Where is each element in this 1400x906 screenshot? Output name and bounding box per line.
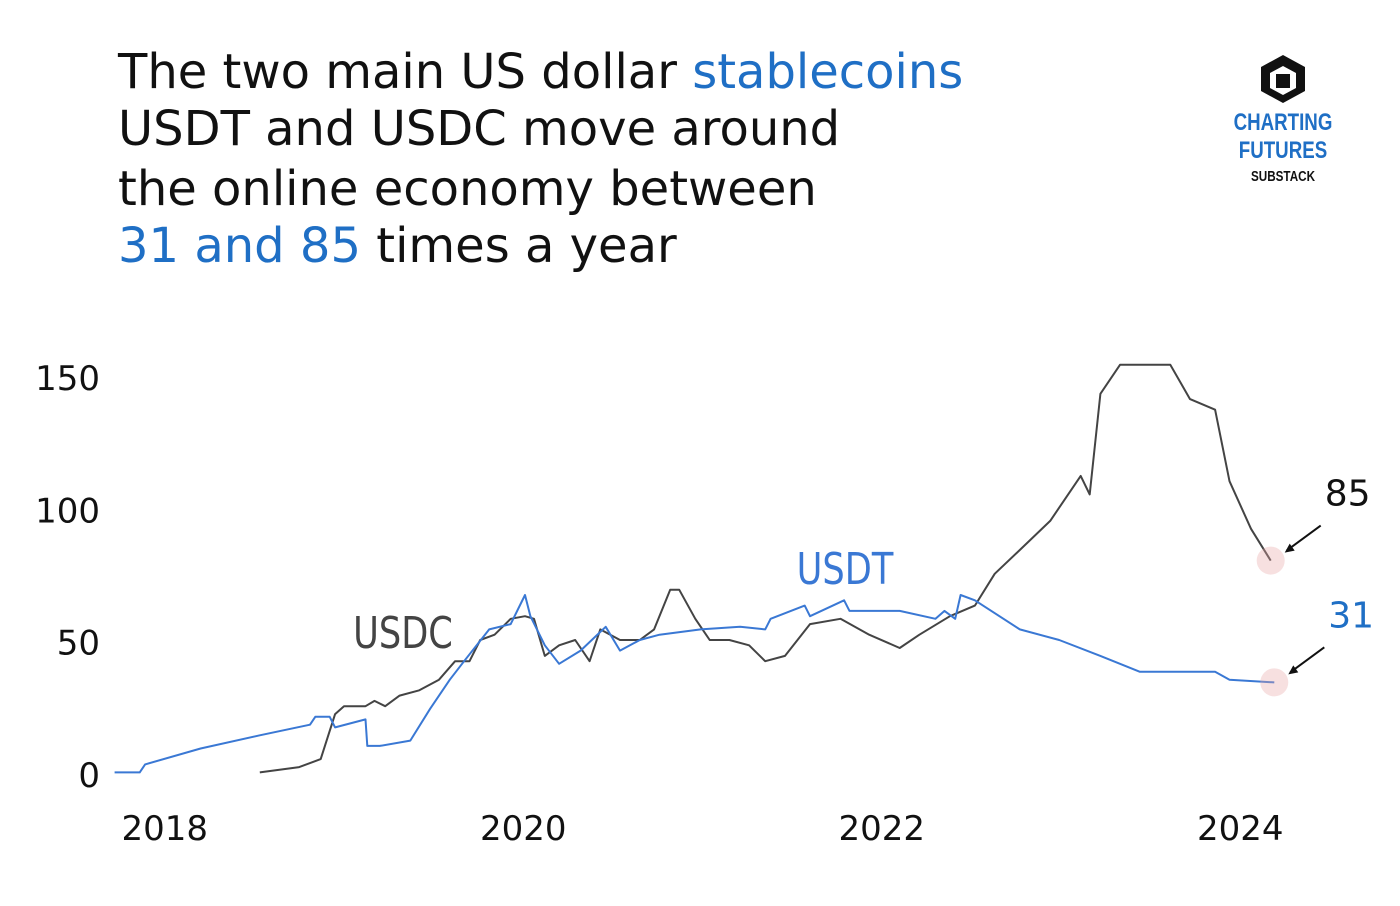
y-tick-label: 0 [78,756,100,796]
y-tick-label: 50 [57,624,100,664]
chart-title-line: the online economy between [118,161,817,217]
title-segment: the online economy between [118,161,817,217]
annotation-arrow [1286,524,1322,552]
y-tick-label: 100 [35,491,100,531]
annotation: 31 [1328,595,1374,636]
arrow-head [1284,543,1295,553]
logo [1261,55,1305,103]
logo-text: FUTURES [1239,137,1327,164]
series-line [114,594,1275,774]
annotation: 85 [1325,474,1371,515]
logo-text: SUBSTACK [1251,168,1315,185]
series-line [259,363,1272,774]
title-segment: 31 and 85 [118,218,361,274]
end-marker [1260,668,1289,697]
end-marker [1256,546,1285,575]
annotation-arrow [1289,646,1325,674]
arrow-head [1288,665,1299,675]
y-tick-label: 150 [35,359,100,399]
x-tick-label: 2022 [838,809,925,849]
x-tick-label: 2018 [122,809,209,849]
chart-title-line: The two main US dollar stablecoins [117,44,963,100]
series-label: USDT [797,544,894,595]
title-segment: stablecoins [692,44,963,100]
x-tick-label: 2020 [480,809,567,849]
x-tick-label: 2024 [1197,809,1284,849]
series-label: USDC [353,608,453,659]
logo-icon-core [1276,74,1290,88]
title-segment: USDT and USDC move around [118,101,840,157]
chart-title-line: 31 and 85 times a year [118,218,677,274]
logo-text: CHARTING [1234,109,1333,136]
title-segment: times a year [361,218,677,274]
title-segment: The two main US dollar [117,44,692,100]
chart-title-line: USDT and USDC move around [118,101,840,157]
